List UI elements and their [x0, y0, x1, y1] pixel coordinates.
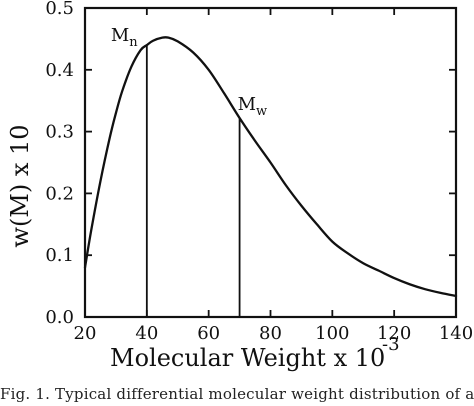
marker-label-subscript-w: w	[256, 104, 267, 119]
marker-label-main-n: M	[111, 25, 129, 46]
series-layer	[83, 36, 458, 298]
x-axis-label: Molecular Weight x 10	[110, 344, 385, 372]
distribution-series-line-0	[83, 36, 458, 298]
y-tick-label: 0.5	[45, 0, 74, 19]
tick-layer: 20 40 60 80 100 120 140 0.0 0.1 0.2 0.3 0.4 0.5	[45, 0, 473, 344]
x-tick-label: 40	[135, 323, 158, 344]
marker-label-subscript-n: n	[129, 35, 138, 50]
x-tick-label: 60	[197, 323, 220, 344]
x-tick-label: 20	[74, 323, 97, 344]
x-tick-label: 80	[259, 323, 282, 344]
x-axis-label-exponent: -3	[382, 334, 400, 355]
y-tick-label: 0.4	[45, 60, 74, 81]
x-tick-label: 140	[439, 323, 473, 344]
y-tick-label: 0.2	[45, 183, 74, 204]
y-tick-label: 0.3	[45, 122, 74, 143]
x-tick-label: 120	[377, 323, 411, 344]
marker-label-n: Mn	[111, 25, 138, 50]
x-tick-label: 100	[315, 323, 349, 344]
y-tick-label: 0.0	[45, 307, 74, 328]
y-tick-label: 0.1	[45, 245, 74, 266]
marker-label-main-w: M	[238, 94, 256, 115]
figure-caption: Fig. 1. Typical differential molecular w…	[0, 386, 474, 402]
marker-label-w: Mw	[238, 94, 268, 119]
y-axis-label: w(M) x 10	[6, 124, 34, 247]
